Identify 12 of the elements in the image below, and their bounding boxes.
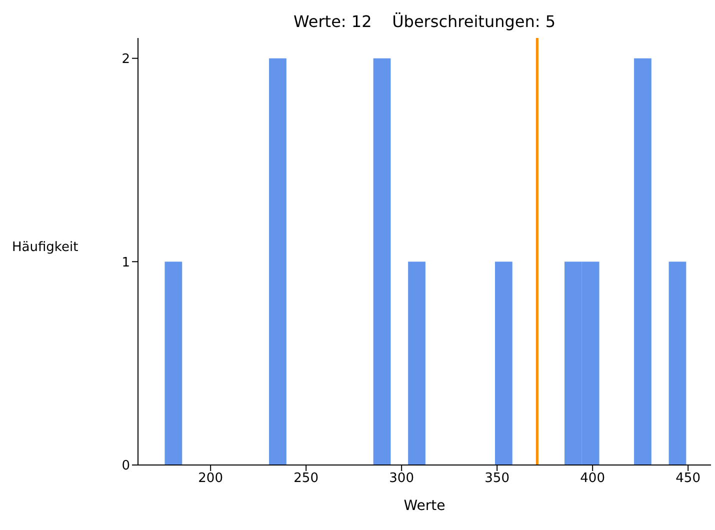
- x-tick-label: 400: [580, 471, 605, 486]
- x-tick-label: 350: [484, 471, 510, 486]
- x-tick-label: 450: [676, 471, 700, 486]
- x-axis-title: Werte: [404, 498, 446, 514]
- y-tick-label: 0: [122, 458, 130, 474]
- x-tick-label: 200: [198, 471, 223, 486]
- y-axis-title: Häufigkeit: [12, 240, 78, 255]
- x-tick-label: 250: [294, 471, 318, 486]
- x-tick-label: 300: [389, 471, 414, 486]
- y-tick-label: 2: [122, 52, 130, 67]
- chart-title: Werte: 12 Überschreitungen: 5: [292, 12, 557, 31]
- y-tick-label: 1: [122, 255, 130, 270]
